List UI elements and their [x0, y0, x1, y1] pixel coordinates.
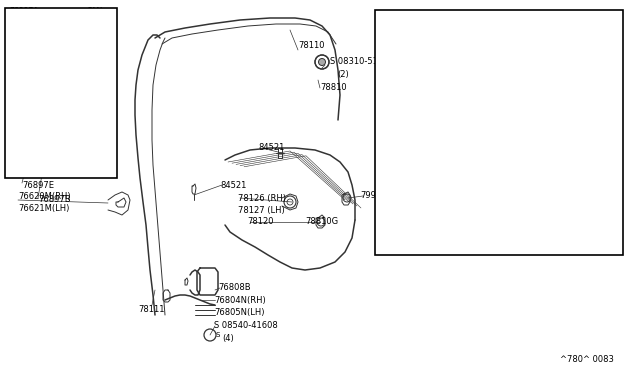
- Text: 76804N(RH): 76804N(RH): [214, 295, 266, 305]
- Text: CAN: CAN: [88, 160, 106, 169]
- Text: 76897E: 76897E: [22, 180, 54, 189]
- Text: 84521: 84521: [258, 144, 284, 153]
- Text: (4): (4): [222, 334, 234, 343]
- Text: 78120: 78120: [247, 218, 273, 227]
- Text: 78126 (RH): 78126 (RH): [238, 193, 286, 202]
- Text: 76897A: 76897A: [8, 166, 40, 174]
- Text: 79915: 79915: [360, 192, 387, 201]
- Text: 76897E: 76897E: [23, 23, 52, 32]
- Text: 2S: 2S: [385, 224, 396, 232]
- Text: 84521: 84521: [220, 180, 246, 189]
- Text: 76621M(LH): 76621M(LH): [18, 203, 69, 212]
- Text: 78111 (LH): 78111 (LH): [530, 118, 577, 126]
- Text: S 08540-41608: S 08540-41608: [214, 321, 278, 330]
- Text: 78810G: 78810G: [305, 218, 338, 227]
- Bar: [5, 8, 117, 178]
- Text: 76896(LH): 76896(LH): [9, 151, 49, 160]
- Text: 76808B: 76808B: [218, 283, 251, 292]
- Text: 76897B: 76897B: [37, 38, 67, 48]
- Text: 78810: 78810: [320, 83, 347, 93]
- Bar: [375, 10, 623, 255]
- Text: 78110: 78110: [298, 42, 324, 51]
- Text: 76805N(LH): 76805N(LH): [214, 308, 264, 317]
- Text: 76897B: 76897B: [38, 196, 70, 205]
- Text: 78127 (LH): 78127 (LH): [238, 205, 285, 215]
- Text: ^780^ 0083: ^780^ 0083: [560, 356, 614, 365]
- Text: 76620M(RH): 76620M(RH): [18, 192, 70, 201]
- Text: 76897A: 76897A: [30, 164, 63, 173]
- Text: 76895(RH): 76895(RH): [8, 135, 53, 144]
- Text: 76511 (LH): 76511 (LH): [462, 39, 509, 48]
- Text: 76510 (RH): 76510 (RH): [462, 28, 510, 36]
- Text: (2): (2): [337, 71, 349, 80]
- Text: 76895(RH): 76895(RH): [9, 138, 51, 148]
- Text: S 08310-51026: S 08310-51026: [330, 58, 394, 67]
- Text: 78111: 78111: [139, 305, 165, 314]
- Text: 76896(LH): 76896(LH): [8, 148, 52, 157]
- Text: S: S: [215, 332, 220, 338]
- Text: CAN: CAN: [87, 7, 103, 16]
- Text: 78110 (RH): 78110 (RH): [530, 106, 578, 115]
- Text: 76897A: 76897A: [9, 7, 38, 16]
- Text: 76897A: 76897A: [30, 166, 60, 174]
- Circle shape: [319, 58, 326, 65]
